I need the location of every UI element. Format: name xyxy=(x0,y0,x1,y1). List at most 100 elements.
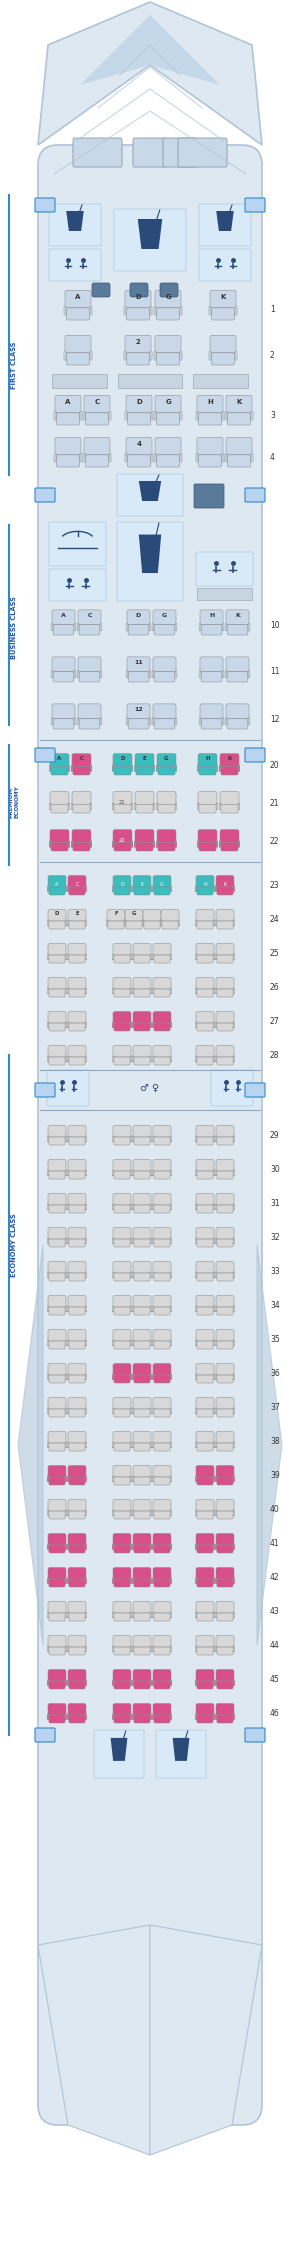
FancyBboxPatch shape xyxy=(47,1408,49,1414)
FancyBboxPatch shape xyxy=(134,1648,150,1655)
FancyBboxPatch shape xyxy=(85,920,87,925)
FancyBboxPatch shape xyxy=(38,146,262,2126)
FancyBboxPatch shape xyxy=(215,1170,217,1176)
FancyBboxPatch shape xyxy=(233,1055,235,1062)
FancyBboxPatch shape xyxy=(213,1055,215,1062)
FancyBboxPatch shape xyxy=(196,1670,214,1682)
FancyBboxPatch shape xyxy=(216,766,218,772)
FancyBboxPatch shape xyxy=(213,1475,215,1482)
FancyBboxPatch shape xyxy=(47,1511,49,1515)
FancyBboxPatch shape xyxy=(134,887,150,896)
FancyBboxPatch shape xyxy=(197,990,213,997)
FancyBboxPatch shape xyxy=(48,1295,66,1307)
FancyBboxPatch shape xyxy=(156,842,158,849)
FancyBboxPatch shape xyxy=(215,1511,217,1515)
FancyBboxPatch shape xyxy=(133,1533,151,1545)
FancyBboxPatch shape xyxy=(225,624,227,631)
Text: C: C xyxy=(75,882,79,887)
Text: 32: 32 xyxy=(270,1233,280,1241)
FancyBboxPatch shape xyxy=(197,1682,213,1688)
FancyBboxPatch shape xyxy=(132,1203,134,1210)
FancyBboxPatch shape xyxy=(195,920,197,925)
FancyBboxPatch shape xyxy=(216,842,218,849)
FancyBboxPatch shape xyxy=(128,718,149,730)
FancyBboxPatch shape xyxy=(65,988,67,995)
FancyBboxPatch shape xyxy=(113,1432,131,1444)
FancyBboxPatch shape xyxy=(67,988,69,995)
FancyBboxPatch shape xyxy=(233,887,235,891)
FancyBboxPatch shape xyxy=(108,920,124,929)
FancyBboxPatch shape xyxy=(152,1273,154,1277)
FancyBboxPatch shape xyxy=(217,1307,233,1316)
FancyBboxPatch shape xyxy=(170,1646,172,1652)
FancyBboxPatch shape xyxy=(47,1374,49,1381)
FancyBboxPatch shape xyxy=(154,1578,170,1587)
FancyBboxPatch shape xyxy=(134,1206,150,1212)
FancyBboxPatch shape xyxy=(195,1612,197,1619)
FancyBboxPatch shape xyxy=(196,1012,214,1024)
Text: D: D xyxy=(135,294,141,301)
FancyBboxPatch shape xyxy=(196,411,198,420)
FancyBboxPatch shape xyxy=(216,1262,234,1273)
Text: G: G xyxy=(160,882,164,887)
FancyBboxPatch shape xyxy=(50,754,69,766)
FancyBboxPatch shape xyxy=(68,1670,86,1682)
FancyBboxPatch shape xyxy=(215,1408,217,1414)
FancyBboxPatch shape xyxy=(216,1363,234,1374)
FancyBboxPatch shape xyxy=(134,1024,150,1030)
FancyBboxPatch shape xyxy=(68,1432,86,1444)
FancyBboxPatch shape xyxy=(132,1237,134,1244)
FancyBboxPatch shape xyxy=(222,671,224,678)
FancyBboxPatch shape xyxy=(49,1172,65,1179)
FancyBboxPatch shape xyxy=(69,1648,85,1655)
FancyBboxPatch shape xyxy=(150,305,152,314)
Text: 23: 23 xyxy=(270,880,280,889)
Text: E: E xyxy=(142,757,146,761)
FancyBboxPatch shape xyxy=(133,1396,151,1410)
FancyBboxPatch shape xyxy=(48,1125,66,1136)
FancyBboxPatch shape xyxy=(35,198,55,211)
FancyBboxPatch shape xyxy=(215,1441,217,1448)
FancyBboxPatch shape xyxy=(216,1228,234,1239)
FancyBboxPatch shape xyxy=(175,842,177,849)
FancyBboxPatch shape xyxy=(67,1713,69,1720)
FancyBboxPatch shape xyxy=(47,920,49,925)
FancyBboxPatch shape xyxy=(68,1295,86,1307)
FancyBboxPatch shape xyxy=(150,887,152,891)
FancyBboxPatch shape xyxy=(197,1410,213,1417)
FancyBboxPatch shape xyxy=(79,718,100,730)
FancyBboxPatch shape xyxy=(77,624,79,631)
FancyBboxPatch shape xyxy=(235,305,237,314)
FancyBboxPatch shape xyxy=(133,1670,151,1682)
FancyBboxPatch shape xyxy=(233,1545,235,1549)
FancyBboxPatch shape xyxy=(125,411,127,420)
FancyBboxPatch shape xyxy=(134,1340,150,1349)
Text: ECONOMY CLASS: ECONOMY CLASS xyxy=(11,1212,17,1277)
FancyBboxPatch shape xyxy=(150,1237,152,1244)
Text: 11: 11 xyxy=(134,660,143,665)
FancyBboxPatch shape xyxy=(197,1578,213,1587)
FancyBboxPatch shape xyxy=(155,335,181,352)
FancyBboxPatch shape xyxy=(69,990,85,997)
Text: 4: 4 xyxy=(136,440,142,447)
FancyBboxPatch shape xyxy=(198,831,217,842)
Text: A: A xyxy=(61,613,66,617)
FancyBboxPatch shape xyxy=(113,876,131,887)
FancyBboxPatch shape xyxy=(112,887,114,891)
FancyBboxPatch shape xyxy=(216,1432,234,1444)
FancyBboxPatch shape xyxy=(51,671,53,678)
Text: 29: 29 xyxy=(270,1131,280,1140)
FancyBboxPatch shape xyxy=(196,1500,214,1511)
FancyBboxPatch shape xyxy=(69,1057,85,1064)
FancyBboxPatch shape xyxy=(153,1601,171,1612)
Text: BUSINESS CLASS: BUSINESS CLASS xyxy=(11,597,17,660)
FancyBboxPatch shape xyxy=(114,1410,130,1417)
Text: 42: 42 xyxy=(270,1572,280,1580)
Text: H: H xyxy=(207,400,213,404)
Text: 10: 10 xyxy=(270,620,280,629)
FancyBboxPatch shape xyxy=(134,842,136,849)
FancyBboxPatch shape xyxy=(133,1046,151,1057)
FancyBboxPatch shape xyxy=(213,1203,215,1210)
FancyBboxPatch shape xyxy=(251,411,253,420)
FancyBboxPatch shape xyxy=(67,1273,69,1277)
